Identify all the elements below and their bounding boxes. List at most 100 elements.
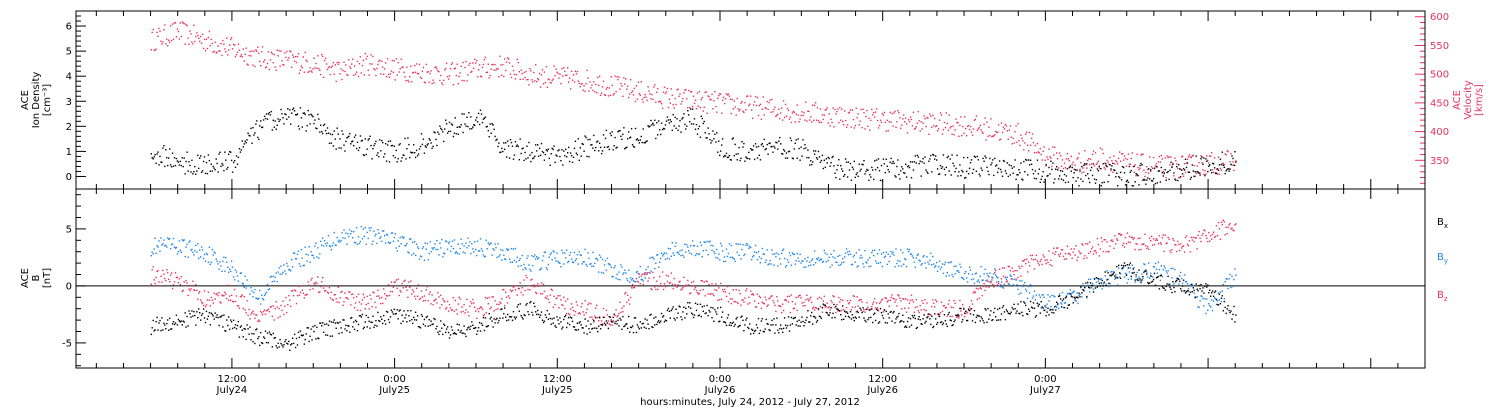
bz-point — [1091, 246, 1094, 248]
density-point — [664, 124, 667, 126]
bx-point — [473, 327, 475, 330]
velocity-point — [903, 114, 905, 116]
velocity-point — [482, 63, 485, 66]
by-point — [788, 252, 791, 254]
by-point — [668, 258, 671, 260]
density-point — [185, 160, 187, 163]
by-point — [775, 256, 777, 258]
velocity-point — [222, 39, 224, 42]
density-point — [482, 118, 485, 120]
bx-point — [266, 332, 269, 334]
velocity-point — [494, 63, 496, 66]
by-point — [655, 262, 657, 264]
bx-point — [438, 333, 440, 336]
by-point — [907, 251, 910, 253]
bz-point — [454, 299, 456, 302]
density-point — [632, 145, 635, 148]
by-point — [1000, 281, 1003, 283]
velocity-point — [283, 64, 285, 66]
velocity-point — [589, 81, 591, 83]
bz-point — [858, 300, 860, 302]
density-point — [232, 161, 235, 164]
by-point — [180, 251, 182, 253]
by-point — [214, 252, 216, 254]
bz-point — [1108, 251, 1110, 253]
by-point — [259, 289, 261, 292]
by-point — [844, 256, 846, 258]
bz-point — [520, 291, 522, 294]
bz-point — [451, 309, 454, 311]
bz-point — [692, 280, 695, 283]
bz-point — [331, 298, 334, 301]
by-point — [1229, 273, 1231, 276]
density-point — [178, 164, 181, 166]
velocity-point — [707, 95, 709, 97]
bz-point — [190, 288, 192, 290]
velocity-point — [1205, 173, 1207, 175]
density-point — [1165, 179, 1167, 181]
bz-point — [1186, 243, 1189, 245]
density-point — [293, 110, 296, 112]
bz-point — [793, 307, 795, 309]
bz-point — [1199, 237, 1201, 239]
bz-point — [163, 273, 165, 275]
bz-point — [351, 293, 353, 296]
by-point — [959, 263, 961, 265]
by-point — [1042, 293, 1044, 296]
velocity-point — [922, 122, 924, 124]
bx-point — [240, 325, 242, 327]
velocity-point — [351, 63, 353, 65]
bz-point — [701, 280, 703, 282]
by-point — [963, 278, 965, 281]
velocity-point — [696, 92, 699, 94]
velocity-point — [824, 109, 826, 111]
density-point — [509, 139, 512, 141]
velocity-point — [1189, 156, 1192, 158]
density-point — [591, 144, 593, 146]
velocity-point — [208, 30, 211, 33]
bx-point — [400, 322, 402, 325]
velocity-point — [885, 130, 887, 132]
by-point — [458, 253, 460, 255]
velocity-point — [171, 23, 174, 25]
by-point — [581, 263, 583, 265]
bz-point — [173, 281, 176, 283]
by-point — [1031, 297, 1034, 299]
density-point — [306, 125, 308, 127]
density-point — [763, 138, 765, 141]
velocity-point — [298, 72, 301, 74]
by-point — [968, 266, 971, 268]
bz-point — [1068, 252, 1070, 255]
bx-point — [245, 338, 247, 341]
by-point — [1104, 275, 1106, 277]
by-point — [1041, 294, 1043, 296]
bz-point — [506, 296, 508, 298]
velocity-point — [649, 93, 651, 95]
bz-point — [336, 301, 338, 303]
velocity-point — [1220, 169, 1223, 171]
density-point — [451, 124, 454, 126]
density-point — [231, 171, 234, 173]
bx-point — [328, 320, 331, 322]
density-point — [722, 156, 725, 158]
density-point — [661, 128, 664, 131]
bz-point — [728, 292, 731, 295]
density-point — [1128, 165, 1131, 168]
bz-point — [931, 305, 933, 308]
density-point — [371, 158, 373, 160]
velocity-point — [1030, 137, 1033, 139]
density-point — [177, 161, 180, 163]
by-point — [1114, 278, 1116, 280]
velocity-point — [508, 62, 511, 64]
bz-point — [436, 302, 438, 304]
by-point — [579, 254, 581, 256]
velocity-point — [644, 93, 646, 96]
by-point — [454, 252, 456, 254]
density-point — [1143, 178, 1145, 181]
bz-point — [372, 291, 374, 293]
bz-point — [710, 293, 712, 295]
density-point — [1055, 168, 1057, 170]
velocity-point — [1095, 163, 1098, 165]
density-point — [1122, 166, 1125, 169]
bx-point — [374, 324, 376, 326]
